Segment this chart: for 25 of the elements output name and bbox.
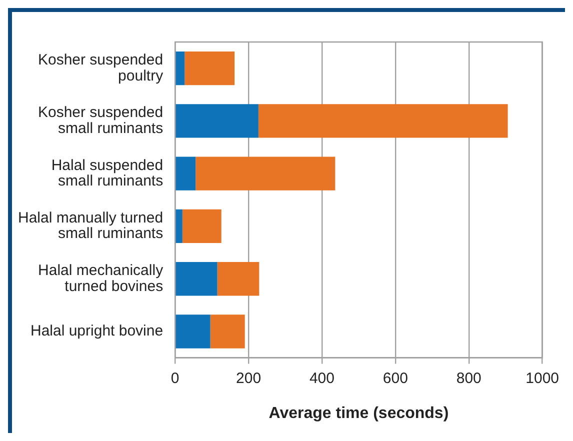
x-tick-label: 200 [236,370,262,387]
y-tick-label: Kosher suspended poultry [38,52,164,84]
bar [176,51,185,86]
bar [176,209,182,244]
bar [176,262,218,296]
x-tick-label: 1000 [526,370,560,387]
y-tick-label: Halal suspended small ruminants [51,156,164,190]
bar [210,314,245,348]
bar [184,51,235,86]
bar [258,104,508,138]
bar [176,156,196,190]
bar [182,209,222,244]
y-tick-label: Halal upright bovine [30,322,164,340]
y-tick-label: Kosher suspended small ruminants [38,104,164,137]
x-tick-label: 400 [309,370,334,387]
bar [176,314,210,348]
x-axis-title: Average time (seconds) [268,404,449,422]
x-tick-label: 0 [170,370,180,387]
x-tick-label: 600 [382,370,408,387]
bar [196,156,336,190]
y-tick-label: Halal mechanically turned bovines [38,262,164,295]
bar [176,104,258,138]
x-tick-label: 800 [456,370,482,387]
y-tick-label: Halal manually turned small ruminants [18,209,164,242]
bar [217,262,260,296]
